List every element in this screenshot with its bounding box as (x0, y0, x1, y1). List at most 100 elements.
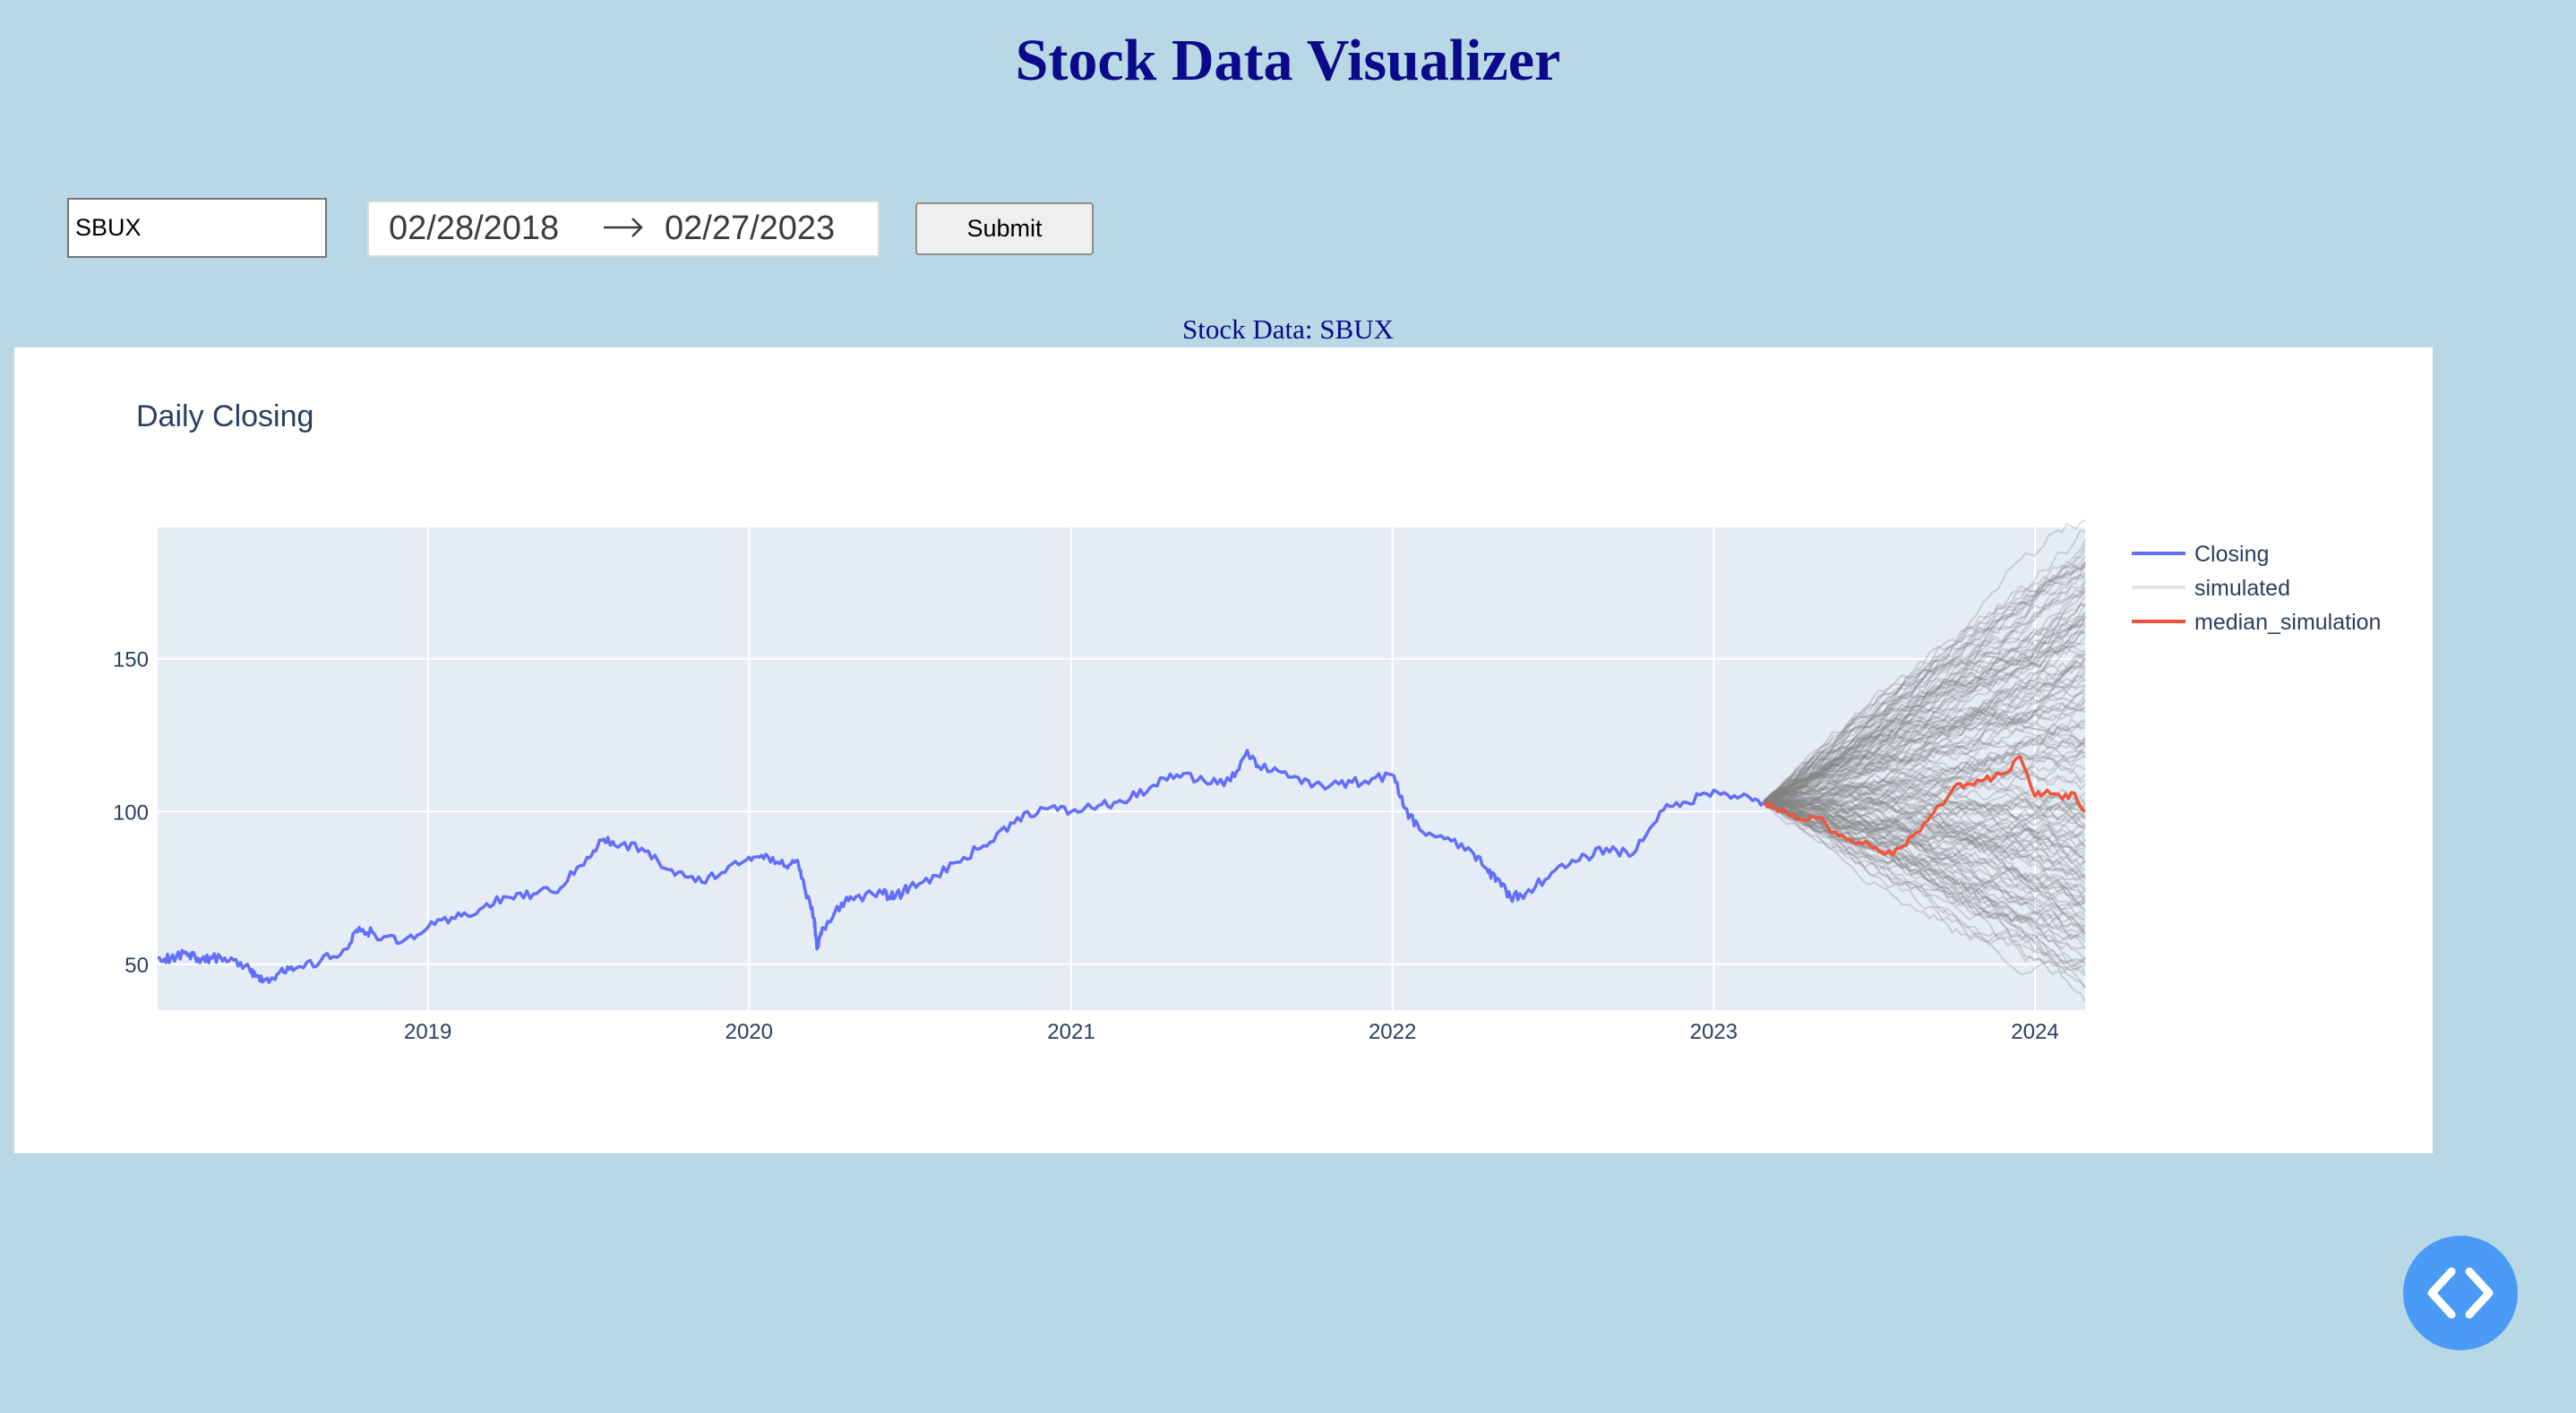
x-tick-label: 2022 (1369, 1020, 1416, 1044)
simulated-line (1763, 692, 2086, 804)
simulated-line (1763, 802, 2086, 968)
simulated-line (1763, 590, 2086, 802)
arrow-right-icon (604, 218, 643, 237)
simulated-line (1763, 797, 2086, 823)
simulated-line (1763, 665, 2086, 803)
simulated-line (1764, 656, 2086, 802)
simulated-line (1763, 587, 2086, 802)
simulated-line (1764, 786, 2086, 829)
simulated-line (1763, 625, 2086, 802)
simulated-line (1763, 660, 2086, 802)
simulated-line (1763, 801, 2086, 929)
simulated-line (1763, 720, 2086, 805)
simulated-line (1763, 650, 2086, 804)
daily-closing-chart[interactable]: Daily Closing 2019 2020 2021 2022 2023 2024 50 1… (14, 347, 2433, 1153)
simulated-line (1763, 666, 2086, 803)
simulated-line (1764, 802, 2086, 912)
submit-button[interactable]: Submit (915, 202, 1094, 255)
simulated-line (1763, 652, 2086, 802)
simulated-line (1763, 803, 2086, 904)
simulated-line (1764, 718, 2086, 804)
legend-item-label[interactable]: simulated (2194, 576, 2290, 601)
simulated-line (1763, 748, 2086, 801)
simulated-line (1763, 800, 2086, 929)
simulated-line (1764, 750, 2086, 813)
y-tick-label: 150 (113, 648, 149, 672)
simulated-line (1763, 619, 2085, 806)
simulated-line (1763, 801, 2086, 965)
closing-line (157, 749, 1765, 984)
simulated-line (1763, 623, 2086, 803)
simulated-line (1764, 752, 2086, 802)
simulated-line (1763, 603, 2086, 804)
simulated-line (1763, 518, 2086, 803)
simulated-line (1763, 581, 2086, 803)
simulated-line (1763, 684, 2086, 804)
simulated-line (1764, 717, 2086, 806)
simulated-line (1763, 602, 2086, 803)
simulated-line (1764, 803, 2086, 944)
simulated-line (1764, 799, 2086, 858)
ticker-input[interactable] (67, 198, 327, 258)
simulated-line (1764, 799, 2086, 839)
simulated-line (1764, 737, 2086, 803)
simulated-line (1763, 561, 2086, 802)
date-start-input[interactable]: 02/28/2018 (389, 210, 560, 247)
simulated-line (1764, 800, 2086, 950)
simulated-line (1763, 629, 2086, 803)
simulated-line (1763, 791, 2086, 822)
simulated-line (1764, 785, 2086, 857)
simulated-line (1763, 684, 2086, 803)
simulated-line (1764, 803, 2086, 912)
simulated-line (1763, 802, 2086, 977)
simulated-line (1763, 629, 2086, 804)
simulated-line (1763, 801, 2086, 975)
simulated-line (1763, 792, 2086, 832)
simulated-line (1763, 616, 2086, 803)
simulated-line (1764, 801, 2086, 873)
simulated-line (1764, 791, 2086, 818)
simulated-line (1764, 800, 2086, 943)
simulated-line (1764, 746, 2086, 803)
simulated-line (1763, 801, 2086, 858)
x-tick-label: 2019 (404, 1020, 451, 1044)
simulated-line (1763, 560, 2086, 803)
simulated-line (1764, 669, 2086, 802)
legend-item-label[interactable]: Closing (2194, 542, 2269, 567)
simulated-line (1763, 802, 2086, 941)
simulated-line (1763, 630, 2086, 803)
simulated-line (1763, 644, 2086, 803)
simulated-line (1764, 774, 2086, 806)
legend-item-label[interactable]: median_simulation (2194, 610, 2381, 635)
date-end-input[interactable]: 02/27/2023 (665, 210, 836, 247)
simulated-line (1764, 799, 2086, 859)
simulated-line (1763, 602, 2086, 802)
simulated-line (1764, 800, 2086, 934)
simulated-line (1764, 699, 2086, 804)
chart-legend: Closing simulated median_simulation (2132, 542, 2381, 635)
simulated-line (1764, 612, 2086, 803)
simulated-line (1763, 802, 2086, 966)
simulated-line (1764, 694, 2086, 802)
simulated-line (1763, 544, 2086, 802)
simulated-line (1763, 555, 2086, 803)
simulated-line (1763, 528, 2086, 803)
simulated-line (1764, 689, 2086, 805)
simulated-line (1764, 794, 2086, 835)
plot-area (158, 527, 2085, 1010)
simulated-line (1764, 718, 2086, 805)
simulated-line (1763, 617, 2086, 804)
simulated-line (1764, 564, 2086, 805)
simulated-line (1764, 800, 2086, 903)
simulated-line (1764, 595, 2086, 803)
simulated-line (1764, 727, 2086, 804)
simulated-line (1764, 798, 2086, 849)
simulated-line (1764, 679, 2086, 802)
simulated-line (1764, 801, 2086, 901)
simulated-line (1763, 726, 2086, 802)
simulated-line (1763, 800, 2086, 921)
x-tick-label: 2021 (1047, 1020, 1095, 1044)
chart-heading: Stock Data: SBUX (1182, 313, 1394, 345)
simulated-line (1764, 802, 2086, 860)
code-fab-button[interactable] (2403, 1236, 2518, 1350)
